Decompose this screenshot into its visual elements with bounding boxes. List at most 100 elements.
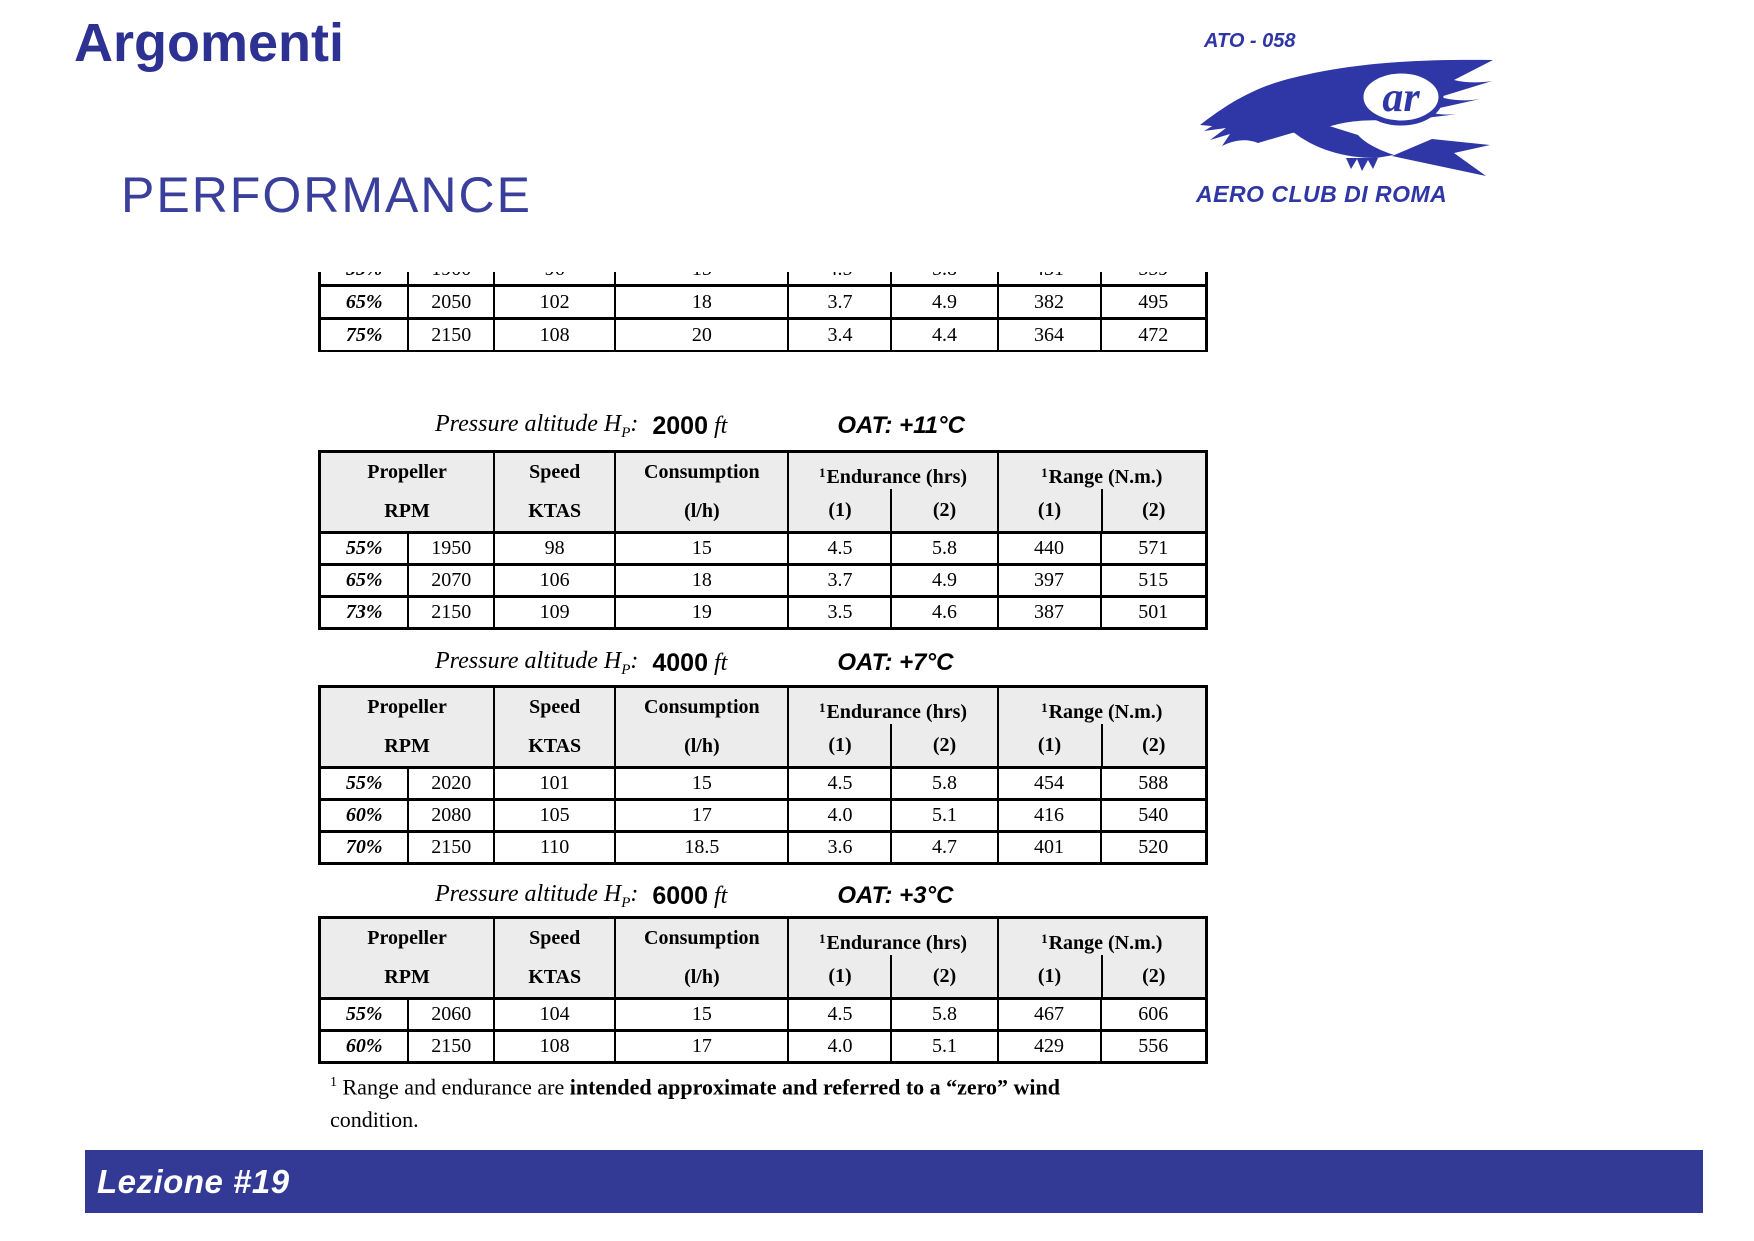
header-propeller-rpm: Propeller RPM	[321, 688, 496, 766]
table-cell: 364	[999, 320, 1102, 350]
slide-title: Argomenti	[74, 13, 344, 73]
header-range-sub2: (2)	[1100, 489, 1205, 531]
table-cell: 20	[616, 320, 790, 350]
header-endurance-sub2: (2)	[890, 724, 996, 766]
table-cell: 454	[999, 769, 1102, 798]
pressure-altitude-value: 6000	[652, 881, 708, 910]
table-cell: 55%	[321, 1000, 410, 1029]
header-endurance: 1 Endurance (hrs) (1) (2)	[789, 453, 999, 531]
oat-value: OAT: +11°C	[837, 412, 965, 439]
header-range-sub1: (1)	[1037, 733, 1062, 756]
header-speed-ktas: Speed KTAS	[495, 919, 617, 997]
table-row: 65% 2070 106 18 3.7 4.9 397 515	[321, 566, 1205, 598]
table-cell: 108	[495, 1032, 617, 1061]
table-cell: 4.5	[789, 534, 893, 563]
table-cell: 2080	[409, 801, 496, 830]
table-cell: 2060	[409, 1000, 496, 1029]
pressure-altitude-label: Pressure altitude HP:	[435, 410, 639, 441]
table-cell: 1900	[409, 272, 496, 284]
header-range-sub1: (1)	[1037, 964, 1062, 987]
pressure-altitude-unit: ft	[714, 412, 728, 439]
pressure-altitude-unit: ft	[714, 649, 728, 676]
table-cell: 105	[495, 801, 617, 830]
table-cell: 55%	[321, 272, 410, 284]
footer-lesson-label: Lezione #19	[97, 1162, 290, 1200]
table-cell: 1950	[409, 534, 496, 563]
table-cell: 401	[999, 833, 1102, 862]
footer-bar: Lezione #19	[85, 1150, 1703, 1213]
header-endurance: 1 Endurance (hrs) (1) (2)	[789, 919, 999, 997]
table-row: 60% 2150 108 17 4.0 5.1 429 556	[321, 1032, 1205, 1061]
table-cell: 387	[999, 598, 1102, 627]
table-row: 55% 1900 96 15 4.5 5.8 431 559	[321, 272, 1205, 287]
table-row: 60% 2080 105 17 4.0 5.1 416 540	[321, 801, 1205, 833]
table-cell: 416	[999, 801, 1102, 830]
table-cell: 4.0	[789, 1032, 893, 1061]
table-cell: 17	[616, 1032, 790, 1061]
header-endurance-sub1: (1)	[828, 498, 852, 521]
table-cell: 65%	[321, 287, 410, 317]
table-cell: 102	[495, 287, 617, 317]
slide-subtitle: PERFORMANCE	[121, 167, 532, 223]
table-cell: 15	[616, 534, 790, 563]
table-cell: 101	[495, 769, 617, 798]
table-cell: 431	[999, 272, 1102, 284]
table-cell: 559	[1102, 272, 1205, 284]
table-cell: 588	[1138, 772, 1169, 794]
table-cell: 5.8	[892, 1000, 999, 1029]
header-consumption: Consumption (l/h)	[616, 688, 790, 766]
table-cell: 18.5	[616, 833, 790, 862]
table-cell: 75%	[321, 320, 410, 350]
table-cell: 73%	[321, 598, 410, 627]
table-cell: 60%	[321, 801, 410, 830]
table-cell: 5.1	[892, 801, 999, 830]
table-cell: 2020	[409, 769, 496, 798]
table-cell: 4.5	[789, 1000, 893, 1029]
table-cell: 4.6	[892, 598, 999, 627]
table-cell: 4.9	[892, 566, 999, 595]
table-cell: 3.7	[789, 566, 893, 595]
table-cell: 440	[999, 534, 1102, 563]
table-cell: 4.4	[892, 320, 999, 350]
header-range: 1 Range (N.m.) (1) (2)	[999, 453, 1205, 531]
header-propeller-rpm: Propeller RPM	[321, 453, 496, 531]
table-cell: 18	[616, 287, 790, 317]
header-range: 1 Range (N.m.) (1) (2)	[999, 688, 1205, 766]
table-cell: 2150	[409, 1032, 496, 1061]
table-cell: 110	[495, 833, 617, 862]
pressure-altitude-value: 4000	[652, 648, 708, 677]
oat-value: OAT: +7°C	[837, 649, 954, 676]
pressure-altitude-label: Pressure altitude HP:	[435, 880, 639, 911]
table-header-row: Propeller RPM Speed KTAS Consumption (l/…	[321, 688, 1205, 769]
pressure-altitude-unit: ft	[714, 882, 728, 909]
table-cell: 382	[999, 287, 1102, 317]
clipped-performance-table: 55% 1900 96 15 4.5 5.8 431 559 65% 2050 …	[318, 272, 1208, 352]
table-cell: 2050	[409, 287, 496, 317]
table-cell: 96	[495, 272, 617, 284]
table-cell: 3.4	[789, 320, 893, 350]
table-cell: 60%	[321, 1032, 410, 1061]
table-cell: 3.6	[789, 833, 893, 862]
header-endurance: 1 Endurance (hrs) (1) (2)	[789, 688, 999, 766]
table-cell: 4.5	[789, 769, 893, 798]
table-cell: 19	[616, 598, 790, 627]
table-cell: 556	[1138, 1035, 1169, 1057]
pressure-altitude-line: Pressure altitude HP: 2000 ft OAT: +11°C	[318, 408, 1208, 444]
table-cell: 495	[1138, 291, 1169, 313]
table-header-row: Propeller RPM Speed KTAS Consumption (l/…	[321, 453, 1205, 534]
table-row: 75% 2150 108 20 3.4 4.4 364 472	[321, 320, 1205, 350]
table-cell: 397	[999, 566, 1102, 595]
pressure-altitude-line: Pressure altitude HP: 6000 ft OAT: +3°C	[318, 878, 1208, 914]
table-cell: 4.5	[789, 272, 893, 284]
header-range: 1 Range (N.m.) (1) (2)	[999, 919, 1205, 997]
table-row: 55% 2020 101 15 4.5 5.8 454 588	[321, 769, 1205, 801]
table-cell: 15	[616, 1000, 790, 1029]
header-endurance-sub2: (2)	[890, 955, 996, 997]
table-cell: 15	[616, 769, 790, 798]
table-row: 65% 2050 102 18 3.7 4.9 382 495	[321, 287, 1205, 320]
table-cell: 18	[616, 566, 790, 595]
table-cell: 571	[1138, 537, 1169, 559]
performance-table-4000ft: Propeller RPM Speed KTAS Consumption (l/…	[318, 685, 1208, 865]
table-cell: 4.7	[892, 833, 999, 862]
footnote: 1 Range and endurance are intended appro…	[330, 1074, 1061, 1133]
